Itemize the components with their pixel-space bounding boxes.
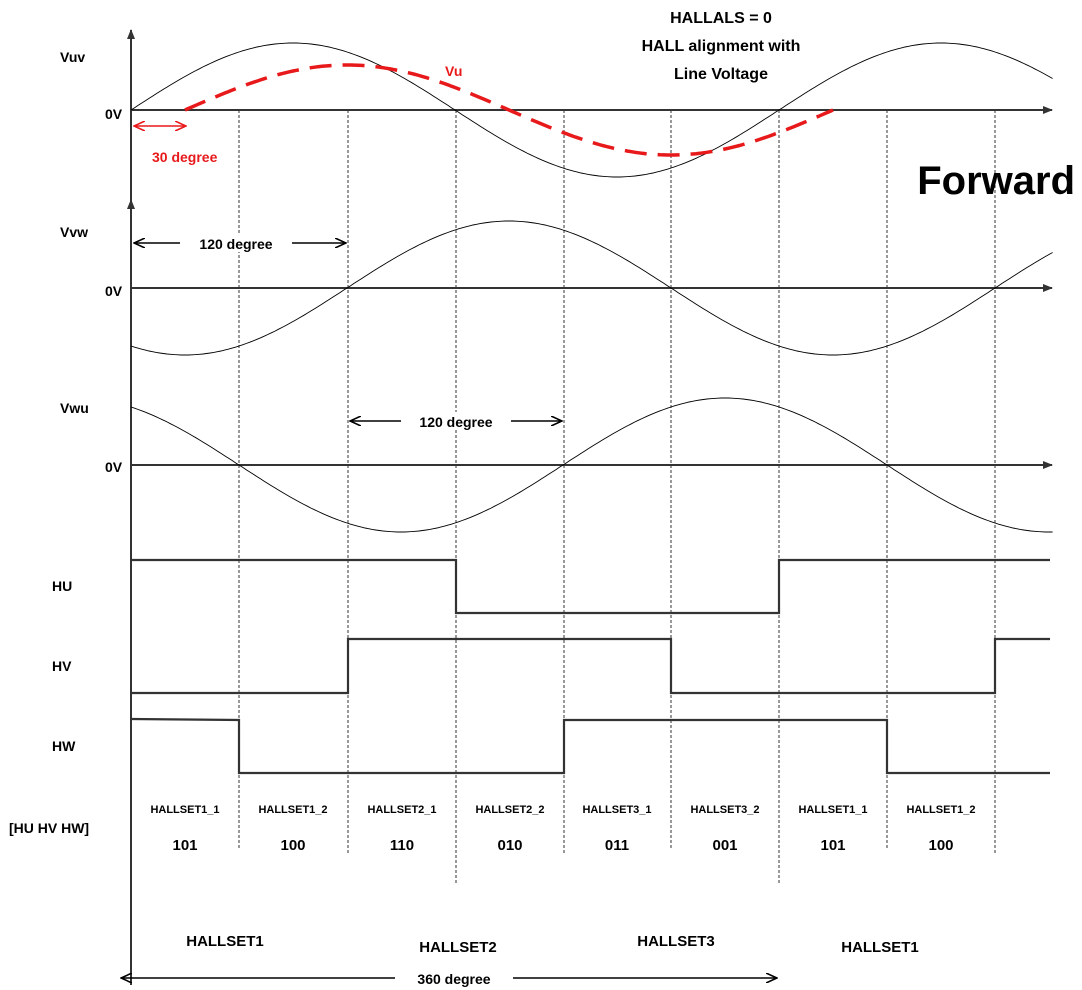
group-label: HALLSET1: [186, 933, 264, 950]
period-label: 360 degree: [417, 971, 490, 987]
group-label: HALLSET3: [637, 933, 715, 950]
group-label: HALLSET1: [841, 939, 919, 956]
vwu-waveform: [130, 397, 1053, 533]
title-line-1: HALLALS = 0: [670, 10, 772, 27]
title-line-3: Line Voltage: [674, 66, 768, 83]
title-line-2: HALL alignment with: [642, 38, 801, 55]
segment-boundaries: [238, 110, 996, 885]
phase-shift-label: 30 degree: [152, 149, 218, 165]
segment-label: HALLSET1_2: [906, 804, 975, 816]
segment-label: HALLSET1_2: [258, 804, 327, 816]
code-header-label: [HU HV HW]: [9, 820, 89, 836]
vuv-waveform: [130, 42, 1053, 178]
vvw-label: Vvw: [60, 224, 88, 240]
zero-label: 0V: [105, 283, 123, 299]
segment-label: HALLSET2_1: [367, 804, 436, 816]
group-label: HALLSET2: [419, 939, 497, 956]
state-code: 110: [390, 837, 414, 854]
vuv-label: Vuv: [60, 49, 85, 65]
zero-label: 0V: [105, 106, 123, 122]
state-code: 001: [712, 837, 737, 854]
spacing-b-label: 120 degree: [419, 414, 492, 430]
hu-signal: [131, 558, 1050, 615]
state-code: 100: [280, 837, 305, 854]
state-code: 101: [820, 837, 845, 854]
state-code: 010: [497, 837, 522, 854]
segment-label: HALLSET1_1: [150, 804, 219, 816]
segment-label: HALLSET3_2: [690, 804, 759, 816]
vvw-waveform: [130, 220, 1053, 356]
direction-label: Forward: [917, 159, 1075, 203]
segment-label: HALLSET3_1: [582, 804, 651, 816]
hw-label: HW: [52, 738, 76, 754]
segment-label: HALLSET1_1: [798, 804, 867, 816]
hv-signal: [131, 637, 1050, 695]
state-code: 011: [605, 837, 629, 854]
vu-label: Vu: [445, 63, 462, 79]
vu-waveform: [184, 63, 834, 157]
vwu-label: Vwu: [60, 400, 89, 416]
segment-label: HALLSET2_2: [475, 804, 544, 816]
state-code: 101: [172, 837, 197, 854]
state-code: 100: [928, 837, 953, 854]
hu-label: HU: [52, 578, 72, 594]
hv-label: HV: [52, 658, 72, 674]
hw-signal: [130, 717, 1050, 775]
zero-label: 0V: [105, 459, 123, 475]
spacing-a-label: 120 degree: [199, 236, 272, 252]
